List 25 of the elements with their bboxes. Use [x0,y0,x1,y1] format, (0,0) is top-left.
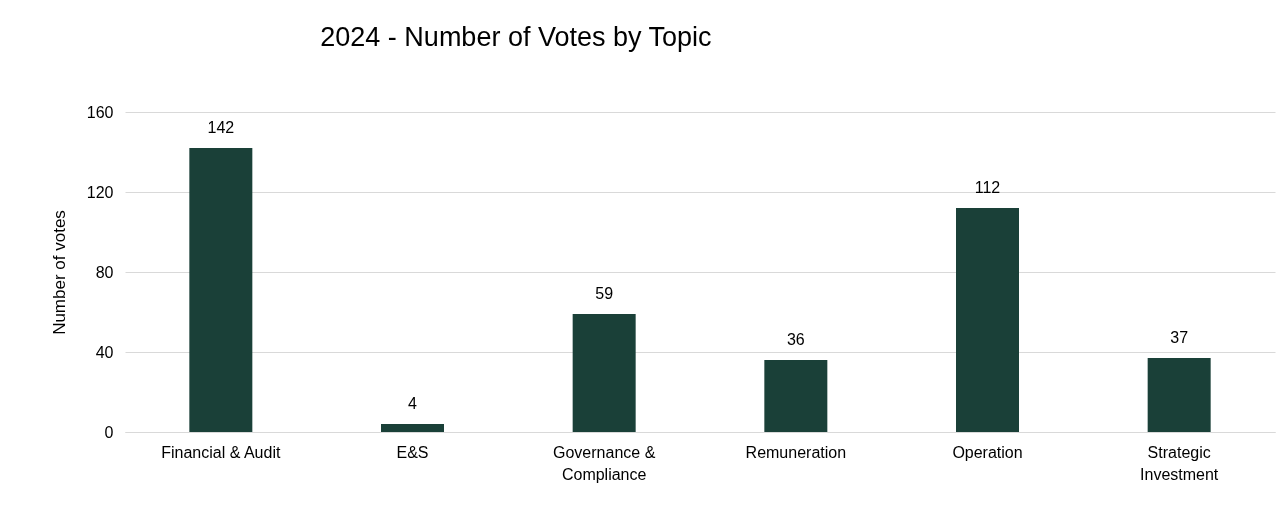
y-axis-title: Number of votes [49,210,69,335]
bar [381,424,444,432]
data-label: 36 [786,331,805,348]
data-label: 142 [207,119,235,136]
data-label: 4 [408,395,418,412]
bar [189,148,253,432]
y-tick-label: 120 [86,183,114,201]
bar [1147,358,1211,432]
data-label: 59 [595,285,614,302]
y-tick-label: 160 [86,103,114,121]
data-label: 112 [974,179,1001,196]
y-tick-label: 40 [95,343,114,361]
bar [764,360,828,432]
data-label: 37 [1170,329,1189,346]
bar [572,314,636,432]
chart-title: 2024 - Number of Votes by Topic [320,22,712,52]
x-tick-label: Strategic Investment [1140,443,1219,483]
x-tick-label: Remuneration [745,443,847,461]
x-tick-label: Governance & Compliance [553,443,656,483]
x-tick-label: Financial & Audit [161,443,281,461]
x-tick-label: Operation [952,443,1023,461]
y-tick-label: 80 [95,263,114,281]
x-tick-label: E&S [396,443,429,461]
y-tick-label: 0 [104,423,114,441]
bar [956,208,1019,432]
